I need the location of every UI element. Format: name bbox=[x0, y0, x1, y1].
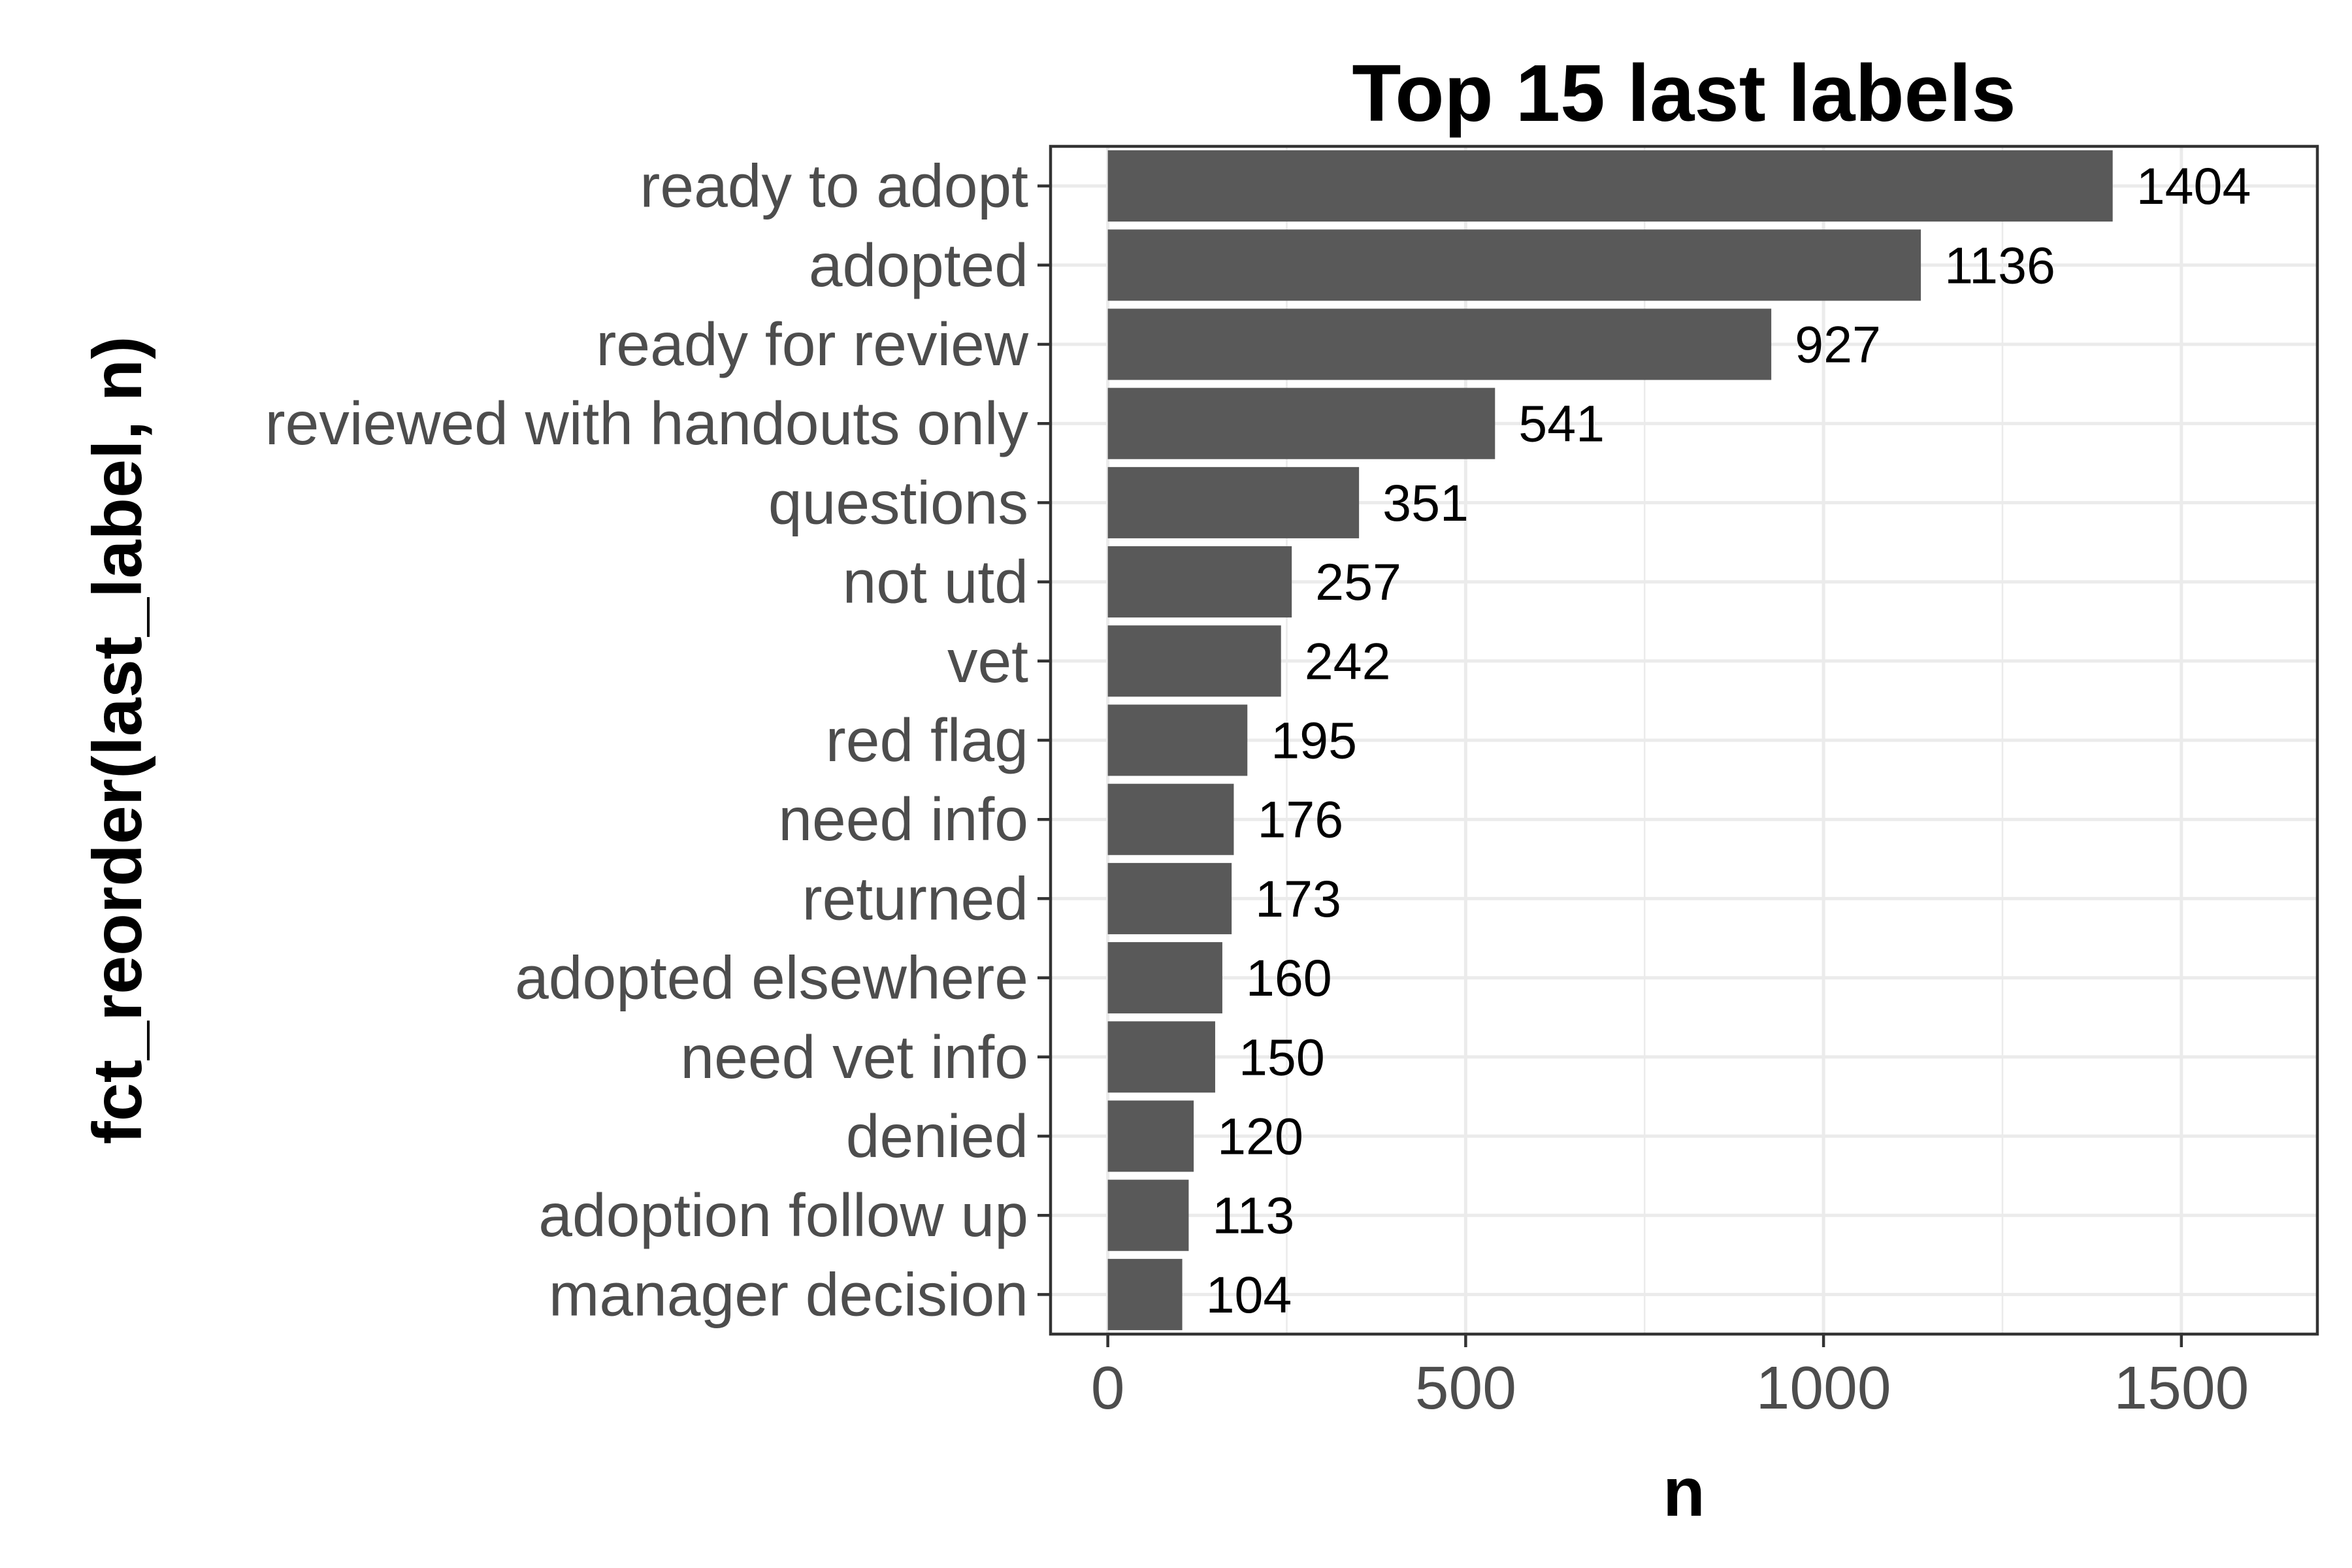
bar bbox=[1107, 1258, 1183, 1330]
y-tick-label: red flag bbox=[826, 706, 1028, 774]
y-tick-label: need vet info bbox=[680, 1023, 1028, 1091]
bar bbox=[1107, 1100, 1194, 1172]
y-axis: ready to adopt adopted ready for review rev… bbox=[265, 152, 1051, 1328]
bar bbox=[1107, 466, 1360, 538]
data-label: 150 bbox=[1239, 1028, 1325, 1086]
y-tick-label: vet bbox=[947, 627, 1028, 695]
bar bbox=[1107, 229, 1921, 301]
y-tick-label: ready for review bbox=[596, 310, 1028, 378]
data-label: 160 bbox=[1246, 949, 1332, 1007]
data-label: 351 bbox=[1382, 474, 1469, 532]
data-label: 927 bbox=[1795, 316, 1881, 374]
y-tick-label: adopted bbox=[809, 231, 1028, 299]
y-tick-label: need info bbox=[778, 785, 1028, 853]
data-label: 1136 bbox=[1944, 236, 2055, 294]
x-axis-title: n bbox=[1663, 1454, 1705, 1531]
bar bbox=[1107, 150, 2113, 222]
bar bbox=[1107, 625, 1281, 697]
data-label: 113 bbox=[1212, 1186, 1294, 1245]
y-tick-label: adopted elsewhere bbox=[515, 944, 1028, 1012]
x-tick-label: 500 bbox=[1415, 1354, 1516, 1422]
bar bbox=[1107, 862, 1232, 934]
y-axis-title: fct_reorder(last_label, n) bbox=[79, 336, 156, 1144]
y-tick-label: reviewed with handouts only bbox=[265, 389, 1029, 457]
bar bbox=[1107, 942, 1222, 1014]
data-labels: 1404 1136 927 541 351 257 242 195 176 173 160 150 12… bbox=[1206, 157, 2251, 1324]
data-label: 120 bbox=[1217, 1107, 1303, 1166]
bar bbox=[1107, 1021, 1215, 1093]
bar bbox=[1107, 1179, 1189, 1251]
data-label: 173 bbox=[1255, 870, 1341, 928]
data-label: 242 bbox=[1305, 632, 1391, 690]
data-label: 1404 bbox=[2136, 157, 2251, 215]
y-tick-label: questions bbox=[768, 468, 1028, 536]
data-label: 257 bbox=[1315, 553, 1401, 611]
data-label: 176 bbox=[1257, 791, 1343, 849]
x-axis: 0 500 1000 1500 bbox=[1091, 1334, 2249, 1422]
y-tick-label: returned bbox=[802, 864, 1028, 932]
x-tick-label: 0 bbox=[1091, 1354, 1125, 1422]
y-tick-label: not utd bbox=[843, 548, 1028, 616]
y-tick-label: denied bbox=[846, 1102, 1028, 1170]
bar bbox=[1107, 704, 1248, 776]
bar bbox=[1107, 387, 1495, 459]
chart-title: Top 15 last labels bbox=[1352, 49, 2016, 139]
bar bbox=[1107, 546, 1292, 618]
x-tick-label: 1000 bbox=[1756, 1354, 1891, 1422]
x-tick-label: 1500 bbox=[2114, 1354, 2249, 1422]
bar bbox=[1107, 783, 1234, 855]
data-label: 195 bbox=[1271, 711, 1357, 770]
y-tick-label: ready to adopt bbox=[640, 152, 1028, 220]
y-tick-label: manager decision bbox=[549, 1260, 1028, 1328]
y-tick-label: adoption follow up bbox=[538, 1181, 1028, 1249]
data-label: 104 bbox=[1206, 1266, 1292, 1324]
bar bbox=[1107, 308, 1772, 380]
data-label: 541 bbox=[1518, 395, 1605, 453]
bars bbox=[1107, 150, 2113, 1330]
